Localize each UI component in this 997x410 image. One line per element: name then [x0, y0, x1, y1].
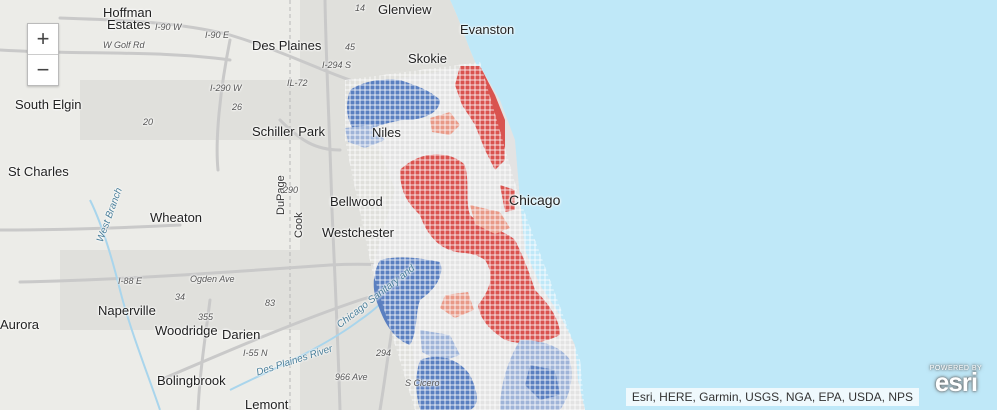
- esri-powered-by: POWERED BY: [929, 365, 983, 372]
- lake-michigan: [450, 0, 997, 410]
- zoom-control: + −: [27, 23, 59, 86]
- choropleth-layer: [345, 62, 585, 410]
- highways: [0, 0, 472, 410]
- zoom-in-button[interactable]: +: [36, 26, 50, 51]
- esri-logo[interactable]: POWERED BY esri: [925, 365, 987, 398]
- zoom-out-button[interactable]: −: [28, 54, 58, 85]
- attribution[interactable]: Esri, HERE, Garmin, USGS, NGA, EPA, USDA…: [625, 388, 919, 406]
- esri-wordmark: esri: [934, 367, 978, 397]
